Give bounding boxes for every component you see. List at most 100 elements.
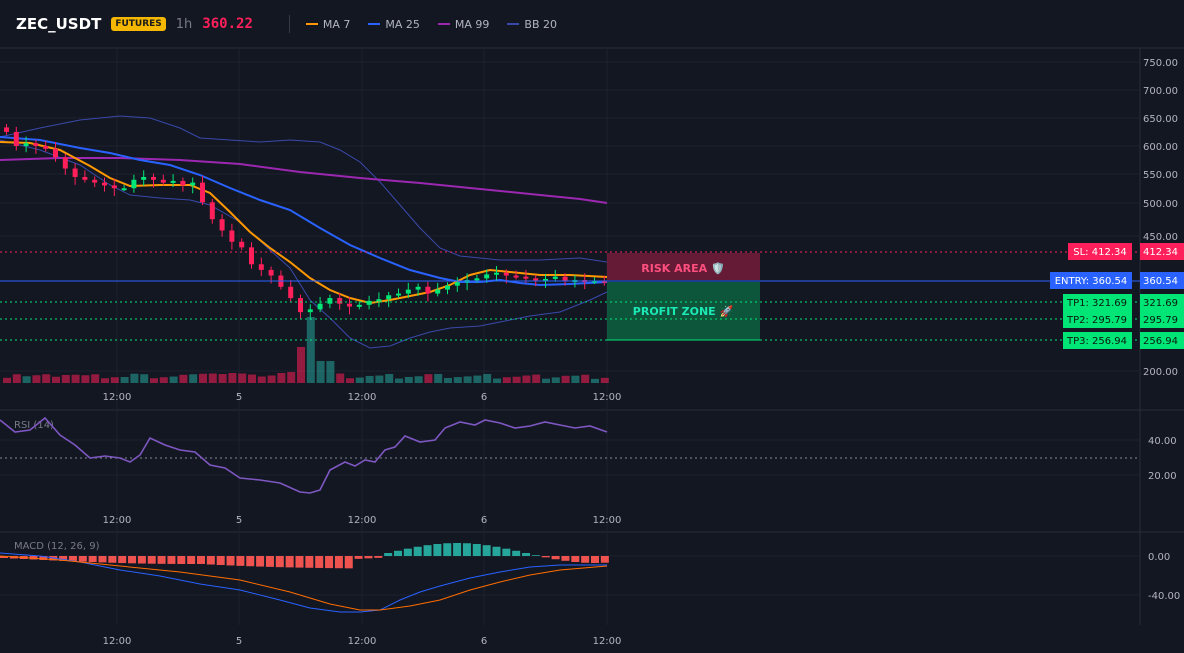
candle[interactable] bbox=[366, 300, 372, 305]
legend-ma7[interactable]: MA 7 bbox=[305, 18, 350, 31]
volume-bar bbox=[502, 377, 511, 383]
futures-badge: FUTURES bbox=[111, 17, 166, 31]
candle[interactable] bbox=[396, 293, 401, 296]
candle[interactable] bbox=[219, 219, 225, 231]
volume-bar bbox=[71, 374, 80, 383]
candle[interactable] bbox=[494, 272, 499, 275]
candle[interactable] bbox=[347, 303, 352, 307]
candle[interactable] bbox=[327, 298, 333, 304]
candle[interactable] bbox=[523, 276, 529, 279]
volume-bar bbox=[277, 373, 286, 383]
price-axis[interactable]: 750.00 700.00 650.00 600.00 550.00 500.0… bbox=[1143, 58, 1178, 378]
legend-ma99[interactable]: MA 99 bbox=[437, 17, 490, 31]
sl-tag[interactable] bbox=[1068, 243, 1132, 260]
candle[interactable] bbox=[288, 286, 294, 299]
candle[interactable] bbox=[141, 176, 147, 180]
candle[interactable] bbox=[592, 280, 597, 283]
volume-bar bbox=[120, 377, 129, 383]
macd-line bbox=[0, 552, 607, 613]
legend-ma99-label: MA 99 bbox=[454, 17, 490, 31]
candle[interactable] bbox=[121, 188, 127, 191]
candle[interactable] bbox=[503, 272, 509, 276]
candle[interactable] bbox=[23, 143, 29, 146]
candle[interactable] bbox=[562, 276, 568, 282]
volume-bar bbox=[591, 378, 599, 383]
price-axis-label: 700.00 bbox=[1143, 86, 1178, 97]
candle[interactable] bbox=[209, 202, 215, 220]
candle[interactable] bbox=[258, 264, 264, 270]
ma25-line bbox=[0, 136, 608, 287]
candle[interactable] bbox=[62, 157, 68, 169]
time-axis-main[interactable]: 12:00 5 12:00 6 12:00 bbox=[103, 392, 622, 403]
candle[interactable] bbox=[268, 269, 274, 276]
candle[interactable] bbox=[533, 278, 539, 281]
candle[interactable] bbox=[131, 179, 137, 189]
entry-tag[interactable] bbox=[1050, 272, 1132, 289]
candle[interactable] bbox=[425, 286, 431, 294]
candle[interactable] bbox=[53, 148, 58, 158]
candle[interactable] bbox=[180, 180, 186, 186]
sl-tag-label: SL: 412.34 bbox=[1073, 247, 1126, 258]
volume-bar bbox=[336, 373, 345, 383]
candle[interactable] bbox=[337, 298, 343, 304]
candle[interactable] bbox=[356, 304, 362, 307]
candle[interactable] bbox=[43, 146, 49, 149]
macd-title[interactable]: MACD (12, 26, 9) bbox=[14, 541, 100, 552]
candle[interactable] bbox=[72, 168, 78, 177]
candle[interactable] bbox=[92, 179, 98, 183]
candle[interactable] bbox=[552, 276, 558, 279]
tp3-tag[interactable] bbox=[1063, 332, 1132, 349]
macd-bar bbox=[462, 543, 471, 556]
candle[interactable] bbox=[111, 185, 117, 189]
candle[interactable] bbox=[484, 274, 490, 279]
tp2-tag[interactable] bbox=[1063, 311, 1132, 328]
candle[interactable] bbox=[317, 303, 323, 310]
candle[interactable] bbox=[454, 282, 460, 286]
legend-ma25[interactable]: MA 25 bbox=[368, 18, 420, 31]
volume-bar bbox=[130, 373, 139, 383]
macd-bar bbox=[137, 556, 146, 564]
symbol-label[interactable]: ZEC_USDT bbox=[16, 15, 102, 33]
volume-bar bbox=[561, 375, 570, 383]
price-axis-label: 650.00 bbox=[1143, 114, 1178, 125]
candle[interactable] bbox=[445, 285, 450, 290]
timeframe-label[interactable]: 1h bbox=[175, 16, 193, 32]
legend-bb20[interactable]: BB 20 bbox=[507, 18, 557, 31]
candle[interactable] bbox=[601, 280, 607, 283]
candle[interactable] bbox=[474, 278, 480, 281]
candle[interactable] bbox=[435, 289, 441, 294]
candle[interactable] bbox=[190, 182, 196, 186]
macd-axis-label: -40.00 bbox=[1148, 591, 1180, 602]
candle[interactable] bbox=[229, 230, 235, 242]
macd-bar bbox=[571, 556, 580, 563]
candle[interactable] bbox=[170, 180, 176, 183]
candle[interactable] bbox=[239, 241, 245, 248]
macd-axis-label: 0.00 bbox=[1148, 552, 1170, 563]
candle[interactable] bbox=[415, 286, 421, 290]
candle[interactable] bbox=[4, 127, 9, 132]
candle[interactable] bbox=[33, 143, 39, 146]
tp1-tag[interactable] bbox=[1063, 294, 1132, 311]
candle[interactable] bbox=[102, 182, 107, 186]
macd-bar bbox=[581, 556, 590, 563]
macd-bar bbox=[384, 553, 393, 556]
candle[interactable] bbox=[543, 278, 548, 281]
time-axis-label: 6 bbox=[481, 636, 487, 647]
volume-bar bbox=[434, 373, 443, 383]
candle[interactable] bbox=[307, 309, 313, 313]
candle[interactable] bbox=[82, 176, 88, 180]
candle[interactable] bbox=[386, 295, 392, 300]
rsi-title[interactable]: RSI (14) bbox=[14, 420, 54, 431]
candle[interactable] bbox=[249, 247, 254, 265]
candle[interactable] bbox=[405, 289, 411, 294]
candle[interactable] bbox=[160, 179, 166, 183]
candle[interactable] bbox=[151, 176, 156, 180]
price-axis-label: 500.00 bbox=[1143, 199, 1178, 210]
candle[interactable] bbox=[376, 299, 382, 302]
candle[interactable] bbox=[513, 275, 519, 278]
candle[interactable] bbox=[200, 182, 205, 203]
candle[interactable] bbox=[13, 131, 19, 146]
candle[interactable] bbox=[298, 298, 303, 313]
macd-bar bbox=[364, 556, 373, 559]
